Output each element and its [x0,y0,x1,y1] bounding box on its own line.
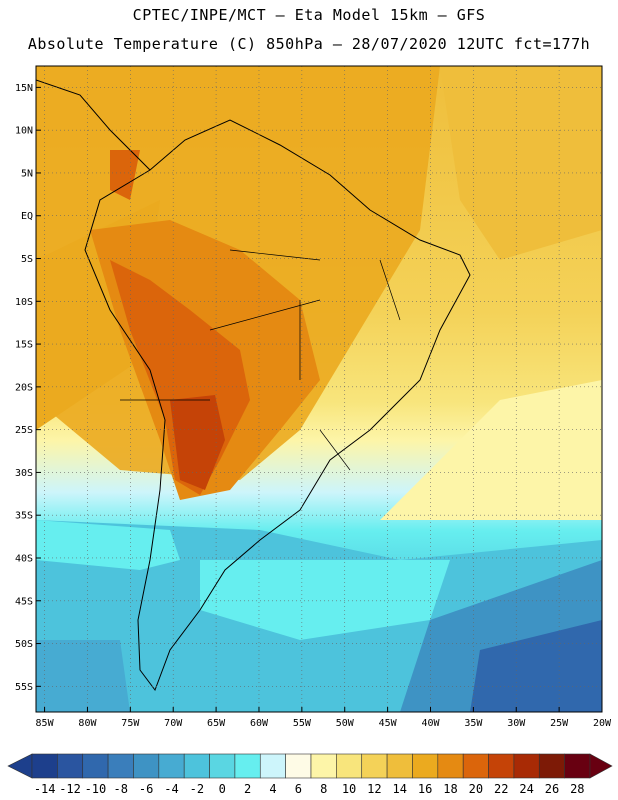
colorbar-swatch [513,753,540,779]
colorbar-label: -10 [85,782,107,796]
colorbar-label: 0 [219,782,226,796]
colorbar-swatch [386,753,413,779]
colorbar-label: 18 [443,782,457,796]
lon-label: 65W [207,718,226,729]
colorbar-label: -2 [190,782,204,796]
colorbar-label: -14 [34,782,56,796]
title-line-2: Absolute Temperature (C) 850hPa – 28/07/… [27,35,591,53]
lon-label: 75W [121,718,140,729]
colorbar-label: 16 [418,782,432,796]
colorbar-label: -4 [164,782,178,796]
lon-label: 55W [293,718,312,729]
colorbar-label: -8 [114,782,128,796]
lat-label: EQ [21,211,33,222]
latitude-labels: 15N 10N 5N EQ 5S 10S 15S 20S 25S 30S 35S 40S 45S 50S 5… [15,83,41,693]
colorbar-label: 20 [469,782,483,796]
lat-label: 15N [15,83,33,94]
colorbar-label: 4 [269,782,276,796]
colorbar-swatch [57,753,84,779]
title-line-1: CPTEC/INPE/MCT – Eta Model 15km – GFS [132,6,486,24]
colorbar-swatch [285,753,312,779]
colorbar-swatch [437,753,464,779]
colorbar-swatch [462,753,489,779]
colorbar-swatch [336,753,363,779]
colorbar-label: 24 [519,782,533,796]
lat-label: 5S [21,254,33,265]
longitude-labels: 85W 80W 75W 70W 65W 60W 55W 50W 45W 40W 35W 30W 25W 2… [36,707,612,729]
lon-label: 35W [464,718,483,729]
colorbar-swatch [82,753,109,779]
colorbar-label: -12 [59,782,81,796]
colorbar-label: 2 [244,782,251,796]
lon-label: 20W [593,718,612,729]
lon-label: 60W [250,718,269,729]
lon-label: 40W [421,718,440,729]
lat-label: 45S [15,596,33,607]
colorbar [7,753,613,779]
colorbar-swatch [259,753,286,779]
colorbar-swatch [564,753,591,779]
colorbar-label: 22 [494,782,508,796]
colorbar-swatch [158,753,185,779]
colorbar-swatch [209,753,236,779]
lon-label: 70W [164,718,183,729]
colorbar-swatch [538,753,565,779]
colorbar-swatch [183,753,210,779]
lon-label: 45W [379,718,398,729]
lat-label: 10S [15,297,33,308]
colorbar-label: 26 [545,782,559,796]
colorbar-swatch [488,753,515,779]
lon-label: 25W [550,718,569,729]
lon-label: 30W [507,718,526,729]
colorbar-swatch [234,753,261,779]
lon-label: 50W [336,718,355,729]
colorbar-label: -6 [139,782,153,796]
lon-label: 80W [78,718,97,729]
lat-label: 30S [15,468,33,479]
colorbar-label: 28 [570,782,584,796]
colorbar-arrow-high [589,753,613,779]
lat-label: 20S [15,382,33,393]
colorbar-labels: -14 -12 -10 -8 -6 -4 -2 0 2 4 6 8 10 12 14 16 18 20 22 24 26… [34,782,585,796]
lat-label: 55S [15,682,33,693]
south-america-outline [84,119,471,692]
lat-label: 15S [15,340,33,351]
colorbar-swatch [361,753,388,779]
colorbar-swatch [107,753,134,779]
lat-label: 40S [15,553,33,564]
map-frame [35,65,603,713]
colorbar-swatch [31,753,58,779]
field-layer [36,66,602,712]
colorbar-swatch [133,753,160,779]
lon-label: 85W [36,718,55,729]
colorbar-arrow-low [7,753,33,779]
lat-label: 10N [15,126,33,137]
colorbar-label: 14 [393,782,407,796]
colorbar-swatch [412,753,439,779]
colorbar-label: 8 [320,782,327,796]
lat-label: 25S [15,425,33,436]
colorbar-label: 10 [342,782,356,796]
lat-label: 35S [15,511,33,522]
colorbar-label: 6 [295,782,302,796]
lat-label: 50S [15,639,33,650]
colorbar-label: 12 [367,782,381,796]
lat-label: 5N [21,168,33,179]
colorbar-swatch [310,753,337,779]
